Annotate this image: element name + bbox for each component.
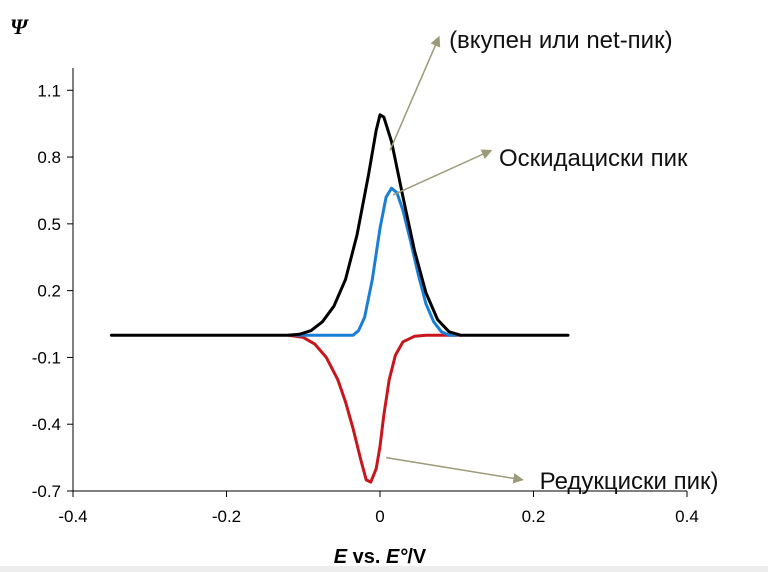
- annotation-label: Редукциски пик): [540, 468, 719, 495]
- x-tick-label: 0.2: [522, 507, 546, 526]
- y-tick-label: -0.4: [32, 415, 61, 434]
- y-tick-label: 0.2: [37, 282, 61, 301]
- y-axis-label: Ψ: [10, 14, 29, 39]
- x-tick-label: -0.4: [58, 507, 87, 526]
- annotation-arrow: [386, 456, 524, 484]
- y-tick-label: 0.5: [37, 215, 61, 234]
- series-net-line: [109, 113, 570, 337]
- annotation-label: Оскидациски пик: [499, 145, 688, 172]
- y-tick-label: -0.1: [32, 348, 61, 367]
- x-axis-label: E vs. E°/V: [334, 546, 427, 568]
- x-axis-label-mid: vs.: [347, 546, 386, 568]
- annotation-arrow: [392, 149, 493, 196]
- x-axis-label-var2: E°: [386, 546, 408, 568]
- axes: 1.1 0.8 0.5 0.2 -0.1 -0.4 -0.7 -0.4 -0.2 0 0.2 0.4: [32, 68, 699, 526]
- x-axis-label-unit: /V: [407, 546, 427, 568]
- y-tick-label: 0.8: [37, 148, 61, 167]
- y-tick-label: 1.1: [37, 81, 61, 100]
- x-tick-label: 0: [375, 507, 384, 526]
- annotation-layer: (вкупен или net-пик) Оскидациски пик Редук…: [386, 27, 719, 495]
- x-tick-label: -0.2: [212, 507, 241, 526]
- y-tick-label: -0.7: [32, 482, 61, 501]
- series-oxidation-line: [294, 186, 459, 337]
- series-reduction-line: [286, 333, 463, 484]
- x-axis-label-var: E: [334, 546, 348, 568]
- annotation-label: (вкупен или net-пик): [449, 27, 673, 54]
- bottom-band: [0, 566, 768, 572]
- x-tick-label: 0.4: [675, 507, 699, 526]
- annotation-arrow: [389, 35, 441, 151]
